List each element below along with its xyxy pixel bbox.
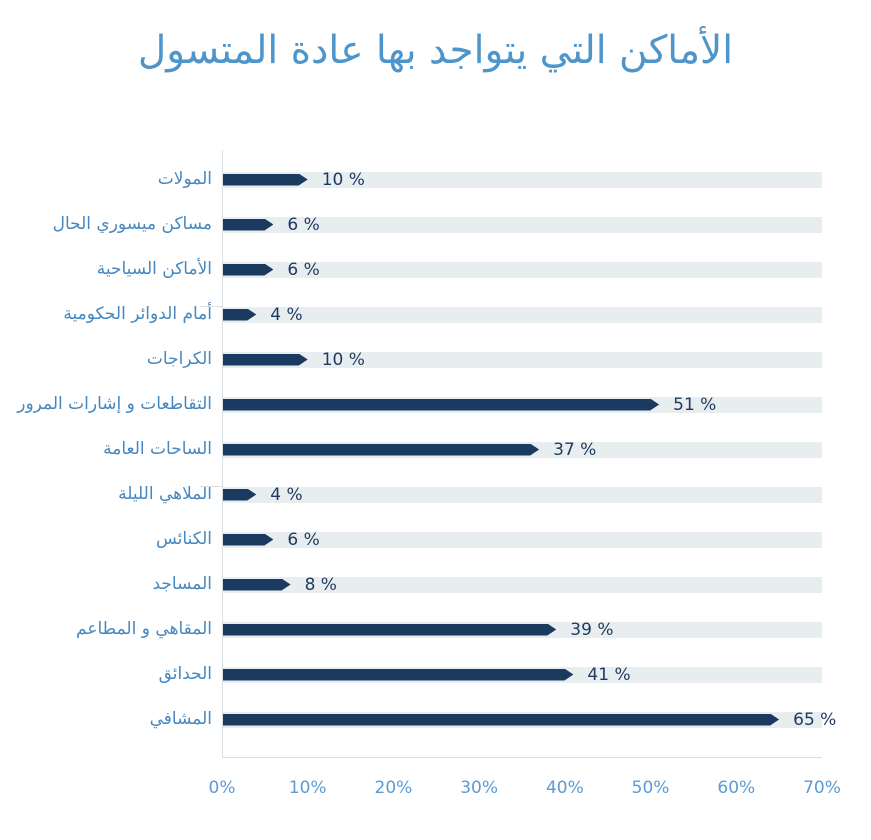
category-label: المولات <box>157 169 212 190</box>
category-label: المقاهي و المطاعم <box>76 619 212 640</box>
value-label: 6 % <box>287 529 320 550</box>
x-axis-tick-label: 30% <box>460 778 499 798</box>
bar-track: 6 % <box>222 214 822 235</box>
bar-track: 10 % <box>222 169 822 190</box>
bar <box>222 444 539 456</box>
category-label-cell: المشافي <box>0 709 212 729</box>
bar-track: 65 % <box>222 710 836 730</box>
bar <box>222 174 308 186</box>
category-label-cell: المولات <box>0 169 212 189</box>
value-label: 41 % <box>587 664 631 685</box>
horizontal-bar-chart: المولات 10 % مساكن ميسوري الحال 6 % الأم… <box>0 150 871 810</box>
bar-track: 6 % <box>222 529 822 550</box>
value-label: 65 % <box>793 709 837 730</box>
value-label: 39 % <box>570 619 614 640</box>
category-label-cell: مساكن ميسوري الحال <box>0 214 212 234</box>
category-label: الملاهي الليلة <box>118 484 212 505</box>
chart-row: المشافي 65 % <box>0 697 871 742</box>
bar-track: 37 % <box>222 439 822 460</box>
category-label: مساكن ميسوري الحال <box>52 214 212 235</box>
chart-row: الأماكن السياحية 6 % <box>0 247 871 292</box>
chart-row: مساكن ميسوري الحال 6 % <box>0 202 871 247</box>
value-label: 8 % <box>304 574 337 595</box>
bar-track: 6 % <box>222 259 822 280</box>
value-label: 10 % <box>321 169 365 190</box>
value-label: 10 % <box>321 349 365 370</box>
category-label-cell: الساحات العامة <box>0 439 212 459</box>
x-axis-tick-label: 50% <box>631 778 670 798</box>
category-label-cell: أمام الدوائر الحكومية <box>0 304 212 324</box>
x-axis: 0% 10% 20% 30% 40% 50% 60% 70% <box>209 758 841 803</box>
category-label-cell: الحدائق <box>0 664 212 684</box>
chart-row: المساجد 8 % <box>0 562 871 607</box>
bar <box>222 399 659 411</box>
category-label-cell: المساجد <box>0 574 212 594</box>
value-label: 51 % <box>673 394 717 415</box>
bar <box>222 264 273 276</box>
bar <box>222 219 273 231</box>
bar <box>222 579 291 591</box>
chart-row: الحدائق 41 % <box>0 652 871 697</box>
value-label: 4 % <box>270 484 303 505</box>
bar-track: 4 % <box>222 304 822 325</box>
x-axis-tick-label: 40% <box>545 778 584 798</box>
bar <box>222 309 256 321</box>
value-label: 6 % <box>287 214 320 235</box>
value-label: 4 % <box>270 304 303 325</box>
bar <box>222 354 308 366</box>
chart-row: الكنائس 6 % <box>0 517 871 562</box>
bar <box>222 534 273 546</box>
chart-row: الملاهي الليلة 4 % <box>0 472 871 517</box>
bar-track: 41 % <box>222 664 822 685</box>
bar-track: 4 % <box>222 484 822 505</box>
category-label: المشافي <box>149 709 212 730</box>
chart-row: التقاطعات و إشارات المرور 51 % <box>0 382 871 427</box>
category-label-cell: الكنائس <box>0 529 212 549</box>
chart-row: الكراجات 10 % <box>0 337 871 382</box>
x-axis-tick-label: 70% <box>803 778 841 798</box>
value-label: 37 % <box>553 439 597 460</box>
chart-rows: المولات 10 % مساكن ميسوري الحال 6 % الأم… <box>0 150 871 758</box>
x-axis-tick-label: 20% <box>374 778 413 798</box>
category-label-cell: الأماكن السياحية <box>0 259 212 279</box>
category-label: الكراجات <box>146 349 212 370</box>
category-label: المساجد <box>152 574 212 595</box>
category-label: الساحات العامة <box>103 439 212 460</box>
chart-row: المولات 10 % <box>0 157 871 202</box>
bar-track: 51 % <box>222 394 822 415</box>
chart-row: الساحات العامة 37 % <box>0 427 871 472</box>
bar-track: 8 % <box>222 574 822 595</box>
category-label: الحدائق <box>158 664 212 685</box>
bar-track: 39 % <box>222 619 822 640</box>
chart-row: أمام الدوائر الحكومية 4 % <box>0 292 871 337</box>
category-label: الأماكن السياحية <box>96 259 212 280</box>
x-axis-tick-label: 60% <box>717 778 756 798</box>
category-label: أمام الدوائر الحكومية <box>63 304 212 325</box>
category-label-cell: الملاهي الليلة <box>0 484 212 504</box>
bar <box>222 489 256 501</box>
chart-title: الأماكن التي يتواجد بها عادة المتسول <box>137 28 734 73</box>
bar <box>222 714 779 726</box>
value-label: 6 % <box>287 259 320 280</box>
category-label-cell: التقاطعات و إشارات المرور <box>0 394 212 414</box>
category-label-cell: المقاهي و المطاعم <box>0 619 212 639</box>
category-label-cell: الكراجات <box>0 349 212 369</box>
category-label: التقاطعات و إشارات المرور <box>17 394 212 415</box>
chart-row: المقاهي و المطاعم 39 % <box>0 607 871 652</box>
x-axis-tick-label: 0% <box>208 778 236 798</box>
bar-track: 10 % <box>222 349 822 370</box>
bar <box>222 624 556 636</box>
x-axis-tick-label: 10% <box>288 778 327 798</box>
bar <box>222 669 573 681</box>
category-label: الكنائس <box>155 529 212 550</box>
